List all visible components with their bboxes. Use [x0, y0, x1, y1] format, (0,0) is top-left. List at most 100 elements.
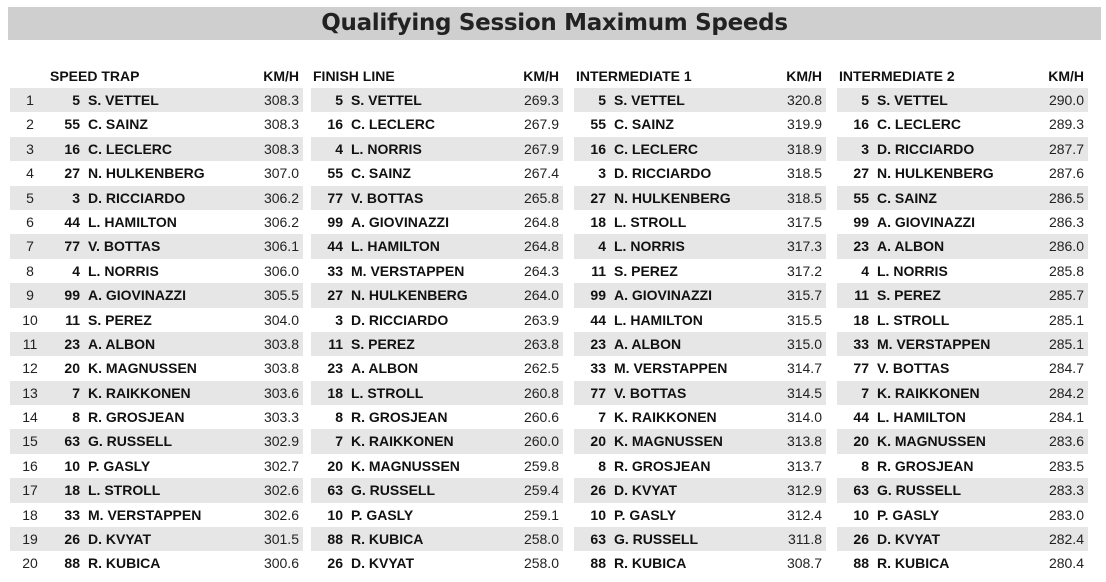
speed-value: 308.3 — [263, 116, 299, 133]
speed-value: 263.8 — [523, 335, 559, 352]
table-row: 20 K. MAGNUSSEN 303.8 — [48, 356, 303, 380]
car-number: 4 — [335, 140, 343, 157]
table-row: 88 R. KUBICA 300.6 — [48, 551, 303, 575]
car-number: 3 — [72, 189, 80, 206]
car-number: 27 — [590, 189, 606, 206]
speed-value: 313.7 — [786, 457, 822, 474]
car-number: 5 — [335, 92, 343, 108]
driver-name: A. ALBON — [88, 335, 156, 352]
speed-value: 286.5 — [1048, 189, 1084, 206]
position-cell: 11 — [10, 331, 50, 357]
car-number: 44 — [327, 238, 343, 255]
section-intermediate-2: INTERMEDIATE 2 KM/H 5 S. VETTEL 290.0 16 C. … — [837, 64, 1088, 576]
driver-name: K. RAIKKONEN — [877, 384, 980, 401]
speed-value: 269.3 — [523, 92, 559, 108]
car-number: 88 — [590, 555, 606, 572]
driver-name: C. LECLERC — [351, 116, 435, 133]
speed-value: 308.3 — [263, 140, 299, 157]
driver-name: R. GROSJEAN — [877, 457, 974, 474]
car-number: 10 — [64, 457, 80, 474]
driver-name: K. RAIKKONEN — [614, 409, 717, 426]
section-title: SPEED TRAP — [50, 68, 140, 84]
table-row: 88 R. KUBICA 258.0 — [311, 527, 563, 552]
speed-value: 289.3 — [1048, 116, 1084, 133]
table-row: 44 L. HAMILTON 306.2 — [48, 210, 303, 234]
speed-value: 312.9 — [786, 482, 822, 499]
car-number: 3 — [598, 165, 606, 182]
speed-value: 320.8 — [786, 92, 822, 108]
car-number: 4 — [72, 262, 80, 279]
car-number: 88 — [327, 531, 343, 548]
driver-name: C. LECLERC — [877, 116, 961, 133]
driver-name: C. SAINZ — [614, 116, 674, 133]
car-number: 8 — [598, 457, 606, 474]
speed-value: 260.8 — [523, 384, 559, 401]
title-bar: Qualifying Session Maximum Speeds — [8, 7, 1101, 40]
driver-name: K. RAIKKONEN — [351, 433, 454, 450]
position-cell: 3 — [10, 136, 50, 162]
driver-name: R. GROSJEAN — [351, 409, 448, 426]
section-speed-trap: SPEED TRAP KM/H 5 S. VETTEL 308.3 55 C. SAIN… — [48, 64, 303, 576]
driver-name: K. MAGNUSSEN — [614, 433, 723, 450]
position-cell: 5 — [10, 185, 50, 210]
speed-value: 315.0 — [786, 335, 822, 352]
speed-value: 306.2 — [263, 213, 299, 230]
table-row: 63 G. RUSSELL 302.9 — [48, 429, 303, 454]
car-number: 77 — [64, 238, 80, 255]
car-number: 3 — [861, 140, 869, 157]
driver-name: L. STROLL — [614, 213, 687, 230]
driver-name: R. KUBICA — [614, 555, 687, 572]
speed-value: 312.4 — [786, 506, 822, 523]
car-number: 26 — [590, 482, 606, 499]
driver-name: L. STROLL — [351, 384, 424, 401]
speed-value: 318.9 — [786, 140, 822, 157]
driver-name: V. BOTTAS — [88, 238, 161, 255]
car-number: 10 — [590, 506, 606, 523]
driver-name: S. PEREZ — [88, 311, 152, 328]
table-row: 77 V. BOTTAS 284.7 — [837, 356, 1088, 380]
car-number: 11 — [854, 287, 869, 304]
table-row: 99 A. GIOVINAZZI 315.7 — [574, 283, 826, 308]
car-number: 4 — [598, 238, 606, 255]
table-row: 7 K. RAIKKONEN 260.0 — [311, 429, 563, 454]
speed-value: 282.4 — [1048, 531, 1084, 548]
driver-name: M. VERSTAPPEN — [877, 335, 991, 352]
speed-value: 267.4 — [523, 165, 559, 182]
table-row: 44 L. HAMILTON 264.8 — [311, 234, 563, 259]
speed-value: 319.9 — [786, 116, 822, 133]
car-number: 26 — [853, 531, 869, 548]
speed-value: 283.3 — [1048, 482, 1084, 499]
speed-value: 283.5 — [1048, 457, 1084, 474]
driver-name: S. PEREZ — [877, 287, 941, 304]
speed-value: 313.8 — [786, 433, 822, 450]
table-row: 27 N. HULKENBERG 264.0 — [311, 283, 563, 308]
table-row: 3 D. RICCIARDO 263.9 — [311, 308, 563, 332]
car-number: 7 — [335, 433, 343, 450]
driver-name: D. RICCIARDO — [877, 140, 975, 157]
car-number: 20 — [64, 360, 80, 377]
car-number: 11 — [328, 335, 343, 352]
car-number: 11 — [591, 262, 606, 279]
table-row: 23 A. ALBON 315.0 — [574, 331, 826, 357]
section-title: INTERMEDIATE 2 — [839, 68, 955, 84]
table-row: 44 L. HAMILTON 284.1 — [837, 405, 1088, 429]
table-row: 33 M. VERSTAPPEN 285.1 — [837, 331, 1088, 357]
speed-value: 264.3 — [523, 262, 559, 279]
table-row: 26 D. KVYAT 301.5 — [48, 527, 303, 552]
car-number: 44 — [853, 409, 869, 426]
table-row: 20 K. MAGNUSSEN 313.8 — [574, 429, 826, 454]
unit-label: KM/H — [1048, 68, 1084, 84]
driver-name: K. RAIKKONEN — [88, 384, 191, 401]
driver-name: S. PEREZ — [351, 335, 415, 352]
driver-name: S. VETTEL — [877, 92, 948, 108]
table-row: 16 C. LECLERC 267.9 — [311, 112, 563, 136]
table-row: 26 D. KVYAT 258.0 — [311, 551, 563, 575]
driver-name: P. GASLY — [614, 506, 677, 523]
car-number: 23 — [853, 238, 869, 255]
table-row: 27 N. HULKENBERG 307.0 — [48, 161, 303, 185]
table-row: 5 S. VETTEL 308.3 — [48, 88, 303, 113]
speed-value: 283.6 — [1048, 433, 1084, 450]
speed-value: 284.7 — [1048, 360, 1084, 377]
driver-name: L. HAMILTON — [614, 311, 703, 328]
car-number: 23 — [64, 335, 80, 352]
